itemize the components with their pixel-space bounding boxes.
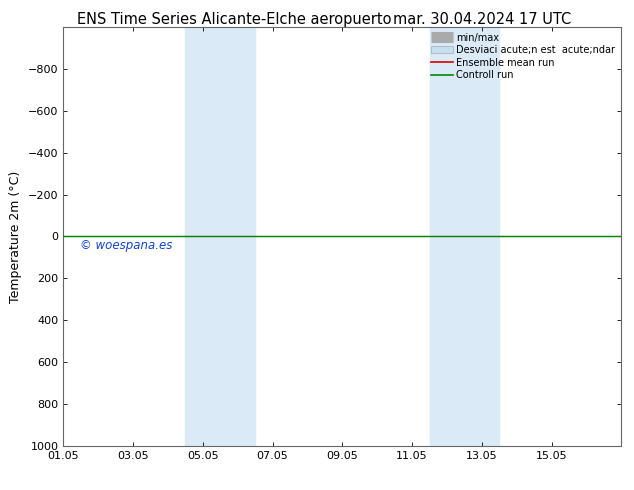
- Bar: [429, 27, 500, 446]
- Text: ENS Time Series Alicante-Elche aeropuerto: ENS Time Series Alicante-Elche aeropuert…: [77, 12, 392, 27]
- Y-axis label: Temperature 2m (°C): Temperature 2m (°C): [10, 171, 22, 302]
- Text: mar. 30.04.2024 17 UTC: mar. 30.04.2024 17 UTC: [392, 12, 571, 27]
- Text: © woespana.es: © woespana.es: [80, 239, 172, 252]
- Bar: [185, 27, 255, 446]
- Legend: min/max, Desviaci acute;n est  acute;ndar, Ensemble mean run, Controll run: min/max, Desviaci acute;n est acute;ndar…: [427, 29, 619, 84]
